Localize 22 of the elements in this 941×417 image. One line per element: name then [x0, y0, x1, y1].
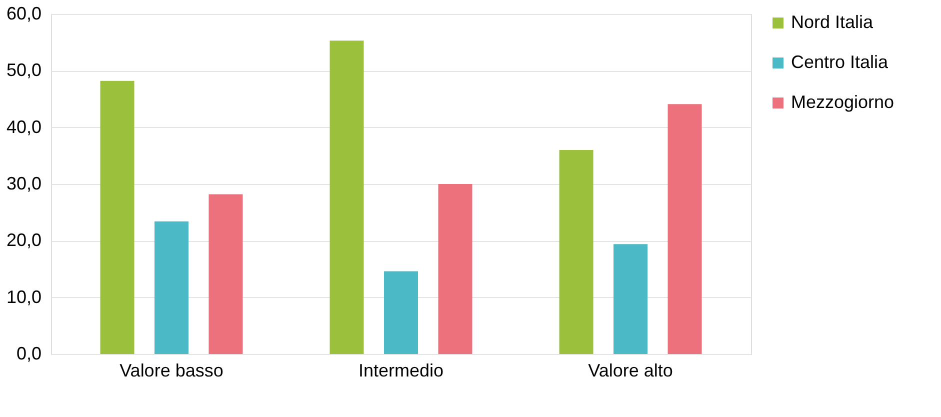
- x-tick-label: Valore alto: [588, 360, 673, 380]
- bar: [100, 80, 134, 354]
- y-tick-label: 60,0: [6, 4, 42, 24]
- y-tick-label: 40,0: [6, 116, 42, 137]
- bar: [614, 244, 648, 354]
- x-tick-label: Intermedio: [358, 360, 444, 380]
- bar: [384, 271, 418, 354]
- legend-label: Mezzogiorno: [791, 92, 894, 112]
- bar: [208, 194, 243, 354]
- bar: [559, 150, 594, 354]
- y-tick-label: 20,0: [6, 230, 42, 250]
- bar: [154, 221, 188, 354]
- bar: [438, 184, 472, 354]
- y-tick-label: 50,0: [6, 60, 42, 80]
- bar: [668, 104, 702, 354]
- y-tick-label: 10,0: [6, 286, 42, 307]
- y-tick-label: 30,0: [6, 174, 42, 194]
- x-tick-label: Valore basso: [120, 360, 224, 380]
- legend-label: Centro Italia: [791, 52, 890, 72]
- legend-label: Nord Italia: [791, 12, 874, 32]
- bar: [330, 40, 364, 354]
- y-tick-label: 0,0: [16, 344, 42, 364]
